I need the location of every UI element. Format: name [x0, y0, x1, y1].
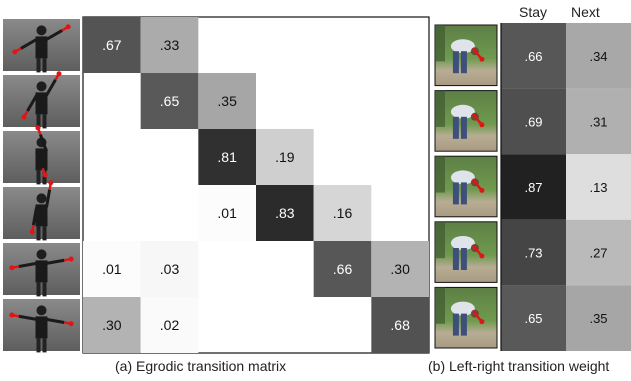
bending-person-photo-3: [434, 155, 498, 218]
matrix-cell: [83, 17, 141, 73]
matrix-cell: [313, 185, 372, 241]
bending-person-photo-1: [434, 24, 498, 87]
stay-cell-label: .66: [524, 49, 542, 64]
left-right-transition-weights: .66 .34 .69 .31 .87 .13 .73 .27 .65 .35: [500, 23, 631, 351]
stay-cell: [501, 154, 566, 220]
matrix-cell: [140, 241, 199, 297]
matrix-cell: [83, 241, 141, 297]
stay-cell: [501, 88, 566, 155]
next-cell: [566, 219, 631, 286]
next-cell-label: .31: [589, 114, 607, 129]
matrix-cell-label: .35: [217, 93, 237, 109]
matrix-cell-label: .67: [102, 37, 122, 53]
panel-b-thumbnails: [434, 24, 498, 349]
matrix-cell: [371, 297, 429, 353]
matrix-cell-label: .19: [275, 149, 295, 165]
next-column-header: Next: [571, 4, 600, 20]
panel-a-thumbnails: [3, 19, 80, 353]
matrix-cell-label: .02: [160, 317, 180, 333]
matrix-cell: [371, 241, 429, 297]
bending-person-photo-4: [434, 221, 498, 283]
stay-cell: [501, 23, 566, 89]
matrix-cell-label: .30: [390, 261, 410, 277]
next-cell-label: .35: [589, 311, 607, 326]
matrix-cell-label: .83: [275, 205, 295, 221]
arms-raised-outward-arrows-photo: [3, 19, 80, 73]
stay-cell: [501, 285, 566, 351]
matrix-cell: [83, 297, 141, 353]
arms-lifted-overhead-arrows-photo: [3, 71, 80, 129]
next-cell: [566, 88, 631, 155]
matrix-cell: [140, 17, 199, 73]
arms-lowered-outward-arrows-photo: [3, 243, 80, 297]
arms-bent-up-arrows-photo: [3, 180, 80, 241]
next-cell: [566, 154, 631, 220]
bending-person-photo-5: [434, 286, 498, 349]
arms-down-inward-arrows-photo: [3, 299, 80, 353]
matrix-cell-label: .81: [217, 149, 237, 165]
stay-column-header: Stay: [519, 4, 548, 20]
matrix-cell-label: .01: [217, 205, 237, 221]
next-cell-label: .13: [589, 180, 607, 195]
egrodic-transition-matrix: .67 .33 .65 .35 .81 .19 .01 .83 .16 .01 .03 .66 .30.…: [82, 16, 430, 354]
matrix-cell-label: .01: [102, 261, 122, 277]
hands-on-head-arrows-photo: [3, 125, 80, 185]
panel-a-caption: (a) Egrodic transition matrix: [115, 358, 287, 374]
next-cell-label: .27: [589, 246, 607, 261]
matrix-cell: [140, 297, 199, 353]
matrix-cell: [256, 185, 314, 241]
matrix-cell: [198, 73, 256, 129]
bending-person-photo-2: [434, 90, 498, 152]
matrix-cell-label: .66: [333, 261, 353, 277]
matrix-cell: [198, 185, 256, 241]
matrix-cell-label: .65: [160, 93, 180, 109]
panel-b-caption: (b) Left-right transition weight: [428, 358, 610, 374]
stay-cell-label: .69: [524, 114, 542, 129]
stay-cell-label: .65: [524, 311, 542, 326]
matrix-cell: [256, 129, 314, 185]
matrix-cell-label: .16: [333, 205, 353, 221]
stay-cell-label: .73: [524, 246, 542, 261]
next-cell-label: .34: [589, 49, 607, 64]
next-cell: [566, 23, 631, 89]
matrix-cell-label: .68: [390, 317, 410, 333]
next-cell: [566, 285, 631, 351]
stay-cell-label: .87: [524, 180, 542, 195]
matrix-cell-label: .33: [160, 37, 180, 53]
matrix-cell-label: .03: [160, 261, 180, 277]
matrix-cell: [198, 129, 256, 185]
matrix-cell: [140, 73, 199, 129]
matrix-cell-label: .30: [102, 317, 122, 333]
stay-cell: [501, 219, 566, 286]
matrix-cell: [313, 241, 372, 297]
